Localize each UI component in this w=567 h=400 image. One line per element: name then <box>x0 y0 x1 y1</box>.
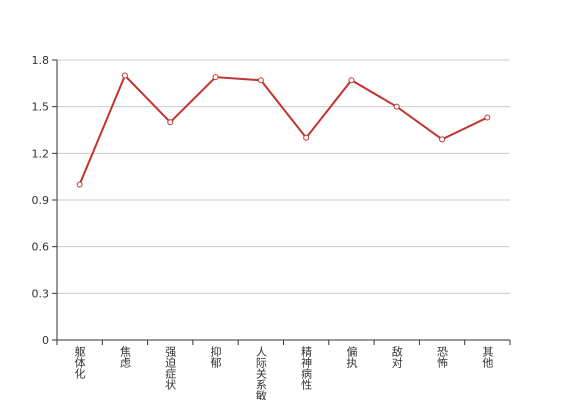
x-tick-label: 人际关系敏感 <box>254 346 267 400</box>
point <box>167 119 174 126</box>
point <box>393 103 400 110</box>
point <box>76 181 83 188</box>
y-tick-label: 1.8 <box>32 54 50 67</box>
y-tick-label: 0.3 <box>32 287 50 300</box>
y-tick-label: 0 <box>42 334 49 347</box>
x-tick-label: 敌对 <box>390 345 403 368</box>
x-tick-label: 抑郁 <box>209 345 222 368</box>
y-tick-label: 0.9 <box>32 194 50 207</box>
x-tick-label: 偏执 <box>345 345 358 369</box>
line <box>78 73 488 185</box>
x-tick-label: 焦虑 <box>118 346 131 368</box>
point <box>212 74 219 81</box>
point <box>303 134 310 141</box>
x-tick-label: 其他 <box>481 346 494 368</box>
x-tick-label: 精神病性 <box>300 346 313 391</box>
point <box>484 114 491 121</box>
x-tick-label: 躯体化 <box>73 346 86 380</box>
y-tick-label: 0.6 <box>32 241 50 254</box>
x-tick-label: 恐怖 <box>436 346 449 368</box>
y-tick-label: 1.5 <box>32 101 50 114</box>
point <box>439 136 446 143</box>
point <box>257 77 264 84</box>
x-tick-label: 强迫症状 <box>164 346 177 390</box>
y-tick-label: 1.2 <box>32 147 50 160</box>
point <box>348 77 355 84</box>
point <box>121 72 128 79</box>
